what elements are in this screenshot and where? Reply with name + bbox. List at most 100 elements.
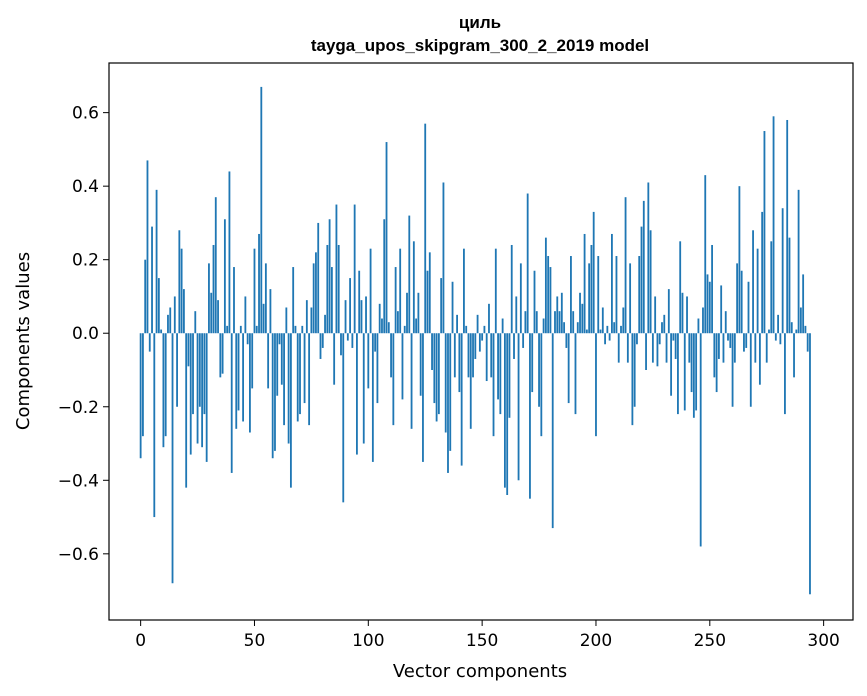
bar	[305, 300, 308, 334]
bar	[695, 333, 698, 411]
bar	[171, 333, 174, 584]
plot-frame	[108, 62, 854, 621]
bar	[244, 296, 247, 334]
bar	[203, 333, 206, 415]
bar	[242, 333, 244, 422]
bar	[483, 325, 486, 334]
bar	[670, 333, 673, 396]
bar	[499, 333, 502, 415]
bar	[169, 307, 172, 334]
bar	[433, 333, 436, 404]
bar	[378, 303, 381, 334]
bar	[617, 333, 620, 363]
bar	[572, 311, 575, 334]
bar	[583, 233, 586, 334]
bar	[522, 333, 525, 348]
bar	[679, 241, 682, 334]
bar	[151, 226, 153, 334]
bar	[585, 329, 588, 334]
bar	[387, 322, 390, 334]
bar	[731, 333, 734, 407]
bar	[287, 333, 290, 444]
bar	[142, 333, 144, 437]
bar	[715, 333, 718, 393]
bar	[317, 222, 320, 334]
bar	[761, 211, 764, 334]
bar	[383, 219, 386, 334]
bar	[727, 333, 729, 341]
bar	[449, 333, 452, 451]
bar	[674, 333, 677, 359]
bar	[560, 292, 563, 334]
bar	[237, 333, 240, 411]
bar	[533, 270, 536, 334]
bar	[574, 333, 577, 415]
bar	[415, 318, 418, 334]
bar	[371, 333, 374, 462]
bar	[153, 333, 156, 518]
bar	[720, 285, 723, 334]
bar	[758, 333, 761, 385]
bar	[451, 281, 454, 334]
bar	[460, 333, 463, 466]
bar	[554, 311, 556, 334]
bar	[718, 333, 720, 359]
bar	[579, 292, 581, 334]
bar	[230, 333, 233, 473]
bar	[745, 333, 748, 348]
bar	[296, 333, 299, 422]
bar	[442, 182, 445, 334]
bar	[447, 333, 449, 473]
bar	[563, 322, 566, 334]
bar	[289, 333, 292, 488]
bar	[321, 333, 324, 348]
bar	[280, 333, 283, 385]
bar	[547, 256, 550, 334]
bar	[624, 197, 627, 334]
bar	[360, 300, 363, 334]
bar	[595, 333, 597, 437]
bar	[424, 123, 427, 334]
bar	[529, 333, 531, 499]
x-axis-label: Vector components	[393, 661, 567, 682]
bar	[253, 248, 256, 334]
bar	[246, 333, 249, 345]
bar	[456, 314, 458, 334]
bar	[576, 322, 579, 334]
bar	[283, 333, 285, 426]
x-tick-label: 0	[135, 631, 146, 651]
bar	[182, 289, 185, 334]
bar	[465, 325, 468, 334]
bar	[654, 296, 657, 334]
bar	[729, 333, 732, 348]
bar	[472, 333, 474, 378]
bar	[647, 182, 650, 334]
bar	[686, 296, 688, 334]
bar	[221, 333, 224, 374]
bar	[324, 314, 326, 334]
bar	[342, 333, 345, 503]
bar	[772, 116, 775, 334]
bar	[722, 333, 725, 363]
bar	[597, 256, 600, 334]
bar	[337, 244, 340, 334]
bar	[274, 333, 276, 451]
bar	[278, 333, 281, 345]
bar	[494, 248, 497, 334]
bar	[763, 131, 766, 334]
bar	[556, 296, 559, 334]
bar	[173, 296, 176, 334]
bar	[565, 333, 568, 348]
bar	[506, 333, 509, 495]
bar	[376, 333, 379, 404]
y-tick-label: −0.2	[58, 398, 99, 418]
bar	[611, 233, 613, 334]
y-tick-label: 0.4	[72, 177, 99, 197]
bar	[688, 333, 691, 363]
bar	[601, 307, 604, 334]
bar	[702, 307, 704, 334]
bar	[294, 325, 297, 334]
bar	[344, 300, 347, 334]
bar	[476, 314, 479, 334]
bar	[185, 333, 188, 488]
